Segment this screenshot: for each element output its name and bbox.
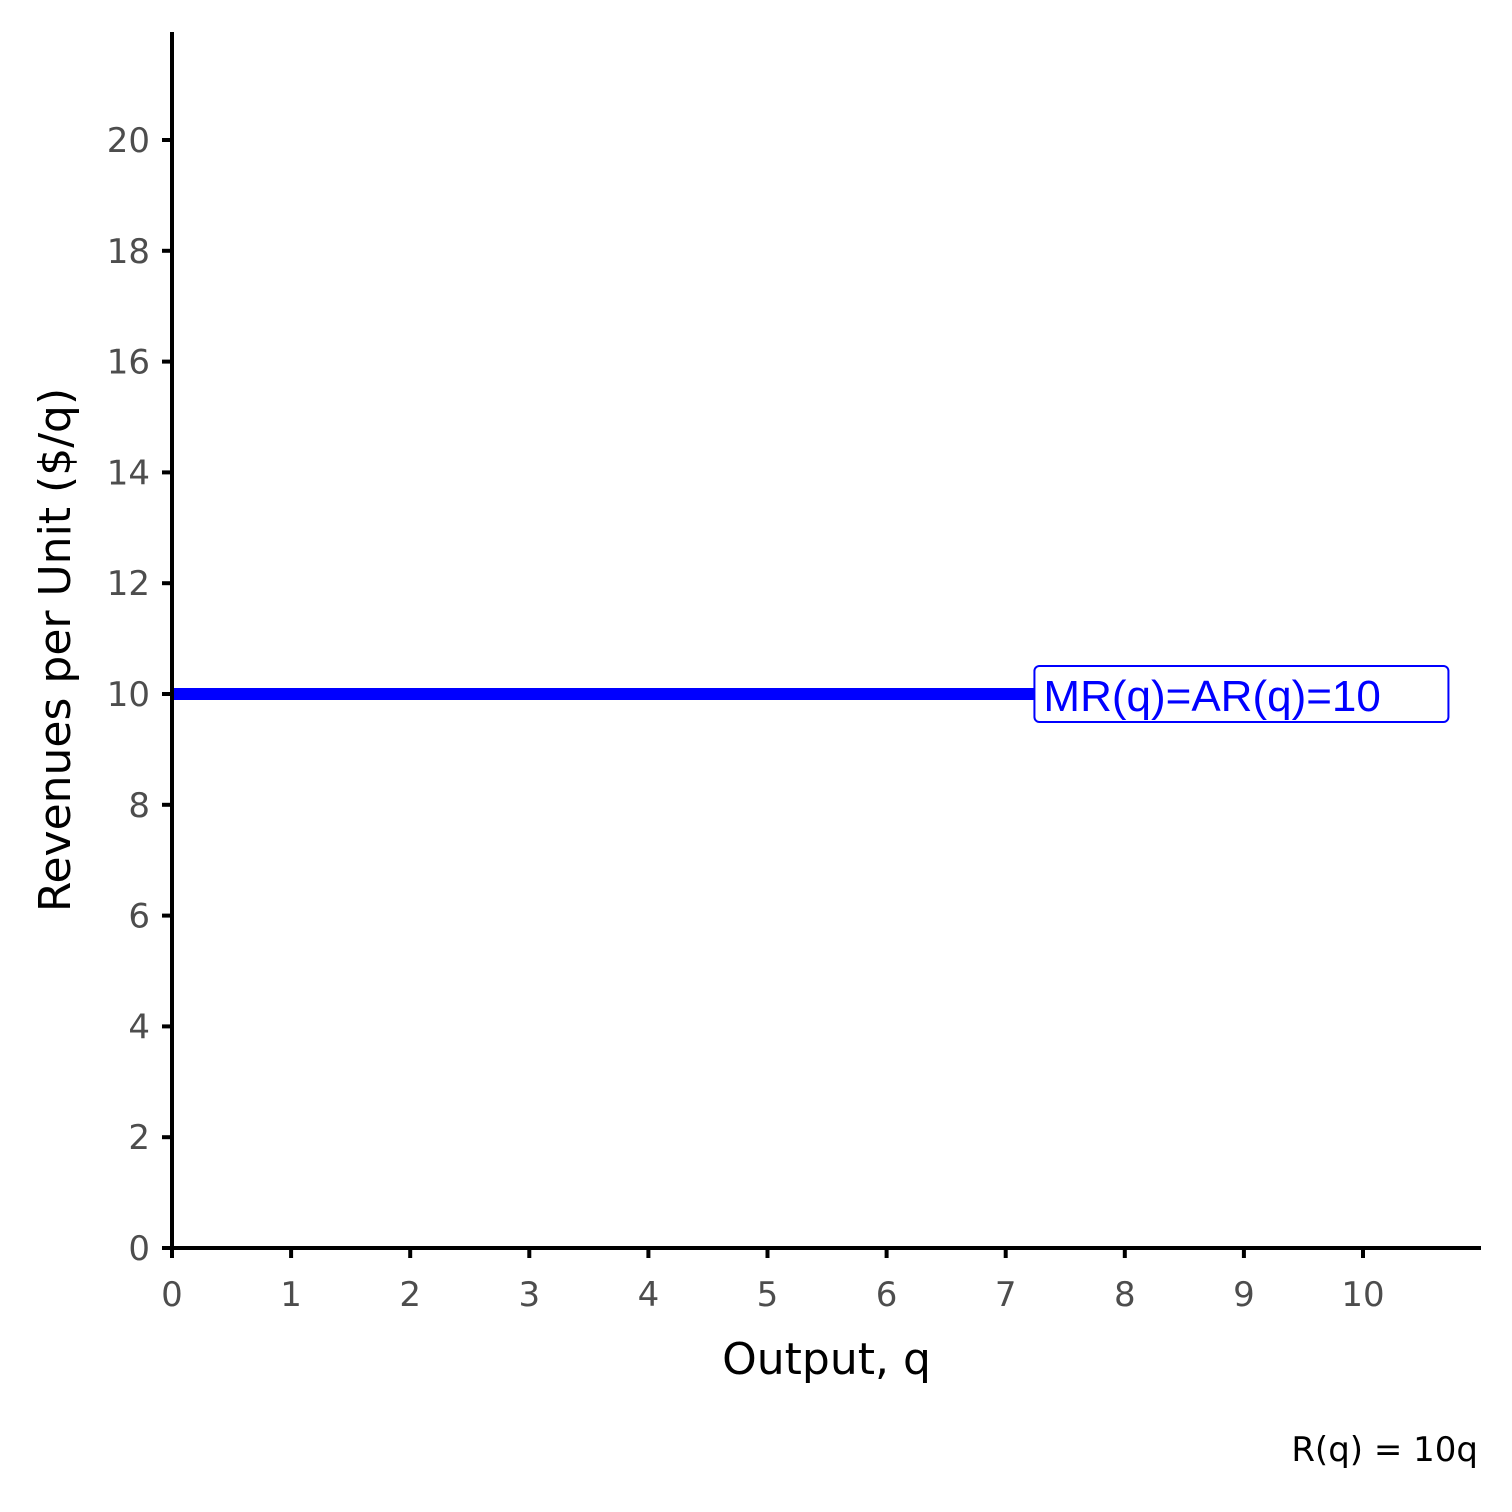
x-tick-label: 0: [161, 1275, 183, 1315]
y-tick-label: 16: [107, 343, 150, 383]
x-tick-label: 5: [757, 1275, 779, 1315]
x-axis-title: Output, q: [722, 1334, 931, 1385]
x-tick-label: 9: [1233, 1275, 1255, 1315]
x-tick-label: 8: [1114, 1275, 1136, 1315]
y-tick-label: 0: [128, 1229, 150, 1269]
y-tick-label: 2: [128, 1118, 150, 1158]
y-axis-ticks: 0 2 4 6 8 10 12 14 16 18 20: [107, 121, 172, 1269]
x-tick-label: 2: [399, 1275, 421, 1315]
series-labels: MR(q)=AR(q)=10: [1033, 665, 1450, 723]
y-tick-label: 20: [107, 121, 150, 161]
x-axis-ticks: 0 1 2 3 4 5 6 7 8 9 10: [161, 1248, 1385, 1315]
series-label: MR(q)=AR(q)=10: [1043, 672, 1380, 721]
x-tick-label: 1: [280, 1275, 302, 1315]
y-tick-label: 4: [128, 1007, 150, 1047]
chart-caption: R(q) = 10q: [1291, 1430, 1478, 1470]
series-label-frame: [1033, 665, 1450, 723]
x-tick-label: 6: [876, 1275, 898, 1315]
y-axis-title: Revenues per Unit ($/q): [30, 388, 81, 912]
y-tick-label: 6: [128, 897, 150, 937]
y-tick-label: 8: [128, 786, 150, 826]
y-tick-label: 10: [107, 675, 150, 715]
y-tick-label: 14: [107, 453, 150, 493]
x-tick-label: 4: [638, 1275, 660, 1315]
y-tick-label: 12: [107, 564, 150, 604]
x-tick-label: 3: [518, 1275, 540, 1315]
y-tick-label: 18: [107, 232, 150, 272]
series-label-box: MR(q)=AR(q)=10: [1033, 665, 1450, 723]
x-tick-label: 7: [995, 1275, 1017, 1315]
x-tick-label: 10: [1341, 1275, 1384, 1315]
